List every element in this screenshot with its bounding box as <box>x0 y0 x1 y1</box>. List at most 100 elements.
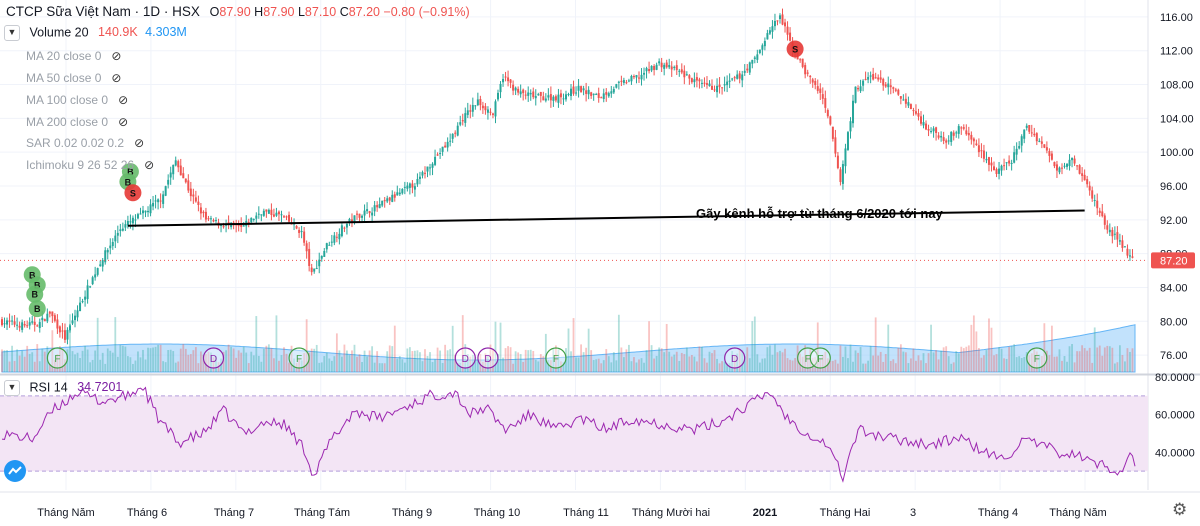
candle-body <box>930 131 933 133</box>
volume-bar <box>837 363 839 372</box>
tradingview-logo-icon[interactable] <box>4 460 26 482</box>
candle-body <box>824 98 827 108</box>
candle-body <box>852 100 855 124</box>
eye-off-icon[interactable]: ⊘ <box>118 93 129 107</box>
indicator-label[interactable]: MA 100 close 0 <box>26 93 109 107</box>
candle-body <box>678 70 681 72</box>
candle-body <box>1030 132 1033 134</box>
candle-body <box>529 93 532 95</box>
eye-off-icon[interactable]: ⊘ <box>134 136 145 150</box>
volume-bar <box>507 346 509 372</box>
candle-body <box>353 215 356 223</box>
volume-label[interactable]: Volume 20 <box>29 25 89 40</box>
candle-body <box>1058 167 1061 173</box>
volume-bar <box>200 351 202 372</box>
volume-bar <box>492 348 494 372</box>
indicator-ma200[interactable]: MA 200 close 0 ⊘ <box>26 113 128 131</box>
indicator-label[interactable]: MA 20 close 0 <box>26 49 102 63</box>
candle-body <box>801 58 804 67</box>
eye-off-icon[interactable]: ⊘ <box>118 115 129 129</box>
price-tick-label: 80.00 <box>1160 316 1188 328</box>
candle-body <box>632 76 635 78</box>
volume-bar <box>887 324 890 372</box>
volume-bar <box>940 350 943 372</box>
indicator-label[interactable]: SAR 0.02 0.02 0.2 <box>26 136 125 150</box>
candle-body <box>685 74 688 76</box>
indicator-label[interactable]: Ichimoku 9 26 52 26 <box>26 158 135 172</box>
candle-body <box>867 76 870 80</box>
candle-body <box>1118 240 1121 242</box>
candle-body <box>1106 225 1109 230</box>
candle-body <box>846 132 849 150</box>
candle-body <box>1040 141 1043 144</box>
volume-bar <box>1 349 3 372</box>
volume-bar <box>1113 363 1116 372</box>
volume-bar <box>834 359 837 372</box>
candle-body <box>285 216 288 218</box>
candle-body <box>509 79 512 83</box>
volume-bar <box>159 344 162 372</box>
candle-body <box>872 74 875 80</box>
indicator-label[interactable]: MA 50 close 0 <box>26 71 102 85</box>
time-tick-label: Tháng Năm <box>1049 507 1106 519</box>
volume-bar <box>582 352 585 372</box>
indicator-ma20[interactable]: MA 20 close 0 ⊘ <box>26 47 121 65</box>
candle-body <box>650 65 653 71</box>
volume-bar <box>703 358 706 372</box>
volume-bar <box>431 362 434 372</box>
indicator-label[interactable]: MA 200 close 0 <box>26 115 109 129</box>
candle-body <box>617 81 620 83</box>
volume-bar <box>446 350 449 372</box>
volume-bar <box>899 344 902 372</box>
volume-bar <box>1126 348 1129 372</box>
symbol-name[interactable]: CTCP Sữa Việt Nam <box>6 4 131 19</box>
eye-off-icon[interactable]: ⊘ <box>144 158 155 172</box>
candle-body <box>854 86 857 103</box>
volume-bar <box>585 347 588 372</box>
volume-bar <box>109 350 112 372</box>
volume-legend: ▼ Volume 20 140.9K 4.303M <box>4 25 187 41</box>
candle-body <box>252 218 255 220</box>
chevron-down-icon[interactable]: ▼ <box>4 380 20 396</box>
time-tick-label: Tháng 11 <box>563 507 609 519</box>
chevron-down-icon[interactable]: ▼ <box>4 25 20 41</box>
volume-bar <box>1118 345 1121 372</box>
volume-bar <box>688 356 691 372</box>
candle-body <box>904 98 907 104</box>
candle-body <box>21 322 24 330</box>
candle-body <box>96 268 99 275</box>
candle-body <box>977 145 980 153</box>
volume-bar <box>1028 355 1031 372</box>
volume-bar <box>842 356 844 372</box>
volume-bar <box>690 354 693 372</box>
indicator-ma100[interactable]: MA 100 close 0 ⊘ <box>26 91 128 109</box>
candle-body <box>761 45 764 50</box>
candle-body <box>1003 165 1006 167</box>
candle-body <box>612 89 615 93</box>
volume-bar <box>829 360 832 372</box>
volume-bar <box>79 358 81 372</box>
earnings-event-marker: F <box>1026 347 1048 369</box>
interval[interactable]: 1D <box>142 4 161 19</box>
candle-body <box>522 89 525 94</box>
candle-body <box>544 98 547 101</box>
volume-bar <box>426 355 429 372</box>
candle-body <box>1015 148 1018 155</box>
candle-body <box>459 122 462 125</box>
gear-icon[interactable]: ⚙ <box>1172 500 1188 519</box>
indicator-sar[interactable]: SAR 0.02 0.02 0.2 ⊘ <box>26 134 144 152</box>
volume-bar <box>872 355 875 372</box>
volume-bar <box>706 362 708 372</box>
volume-bar <box>315 344 318 372</box>
eye-off-icon[interactable]: ⊘ <box>111 49 122 63</box>
indicator-ma50[interactable]: MA 50 close 0 ⊘ <box>26 69 121 87</box>
eye-off-icon[interactable]: ⊘ <box>111 71 122 85</box>
indicator-ichimoku[interactable]: Ichimoku 9 26 52 26 ⊘ <box>26 156 154 174</box>
rsi-label[interactable]: RSI 14 <box>29 380 68 395</box>
volume-bar <box>1003 358 1005 372</box>
volume-bar <box>680 352 683 372</box>
volume-bar <box>343 344 346 372</box>
price-tick-label: 112.00 <box>1160 46 1193 58</box>
